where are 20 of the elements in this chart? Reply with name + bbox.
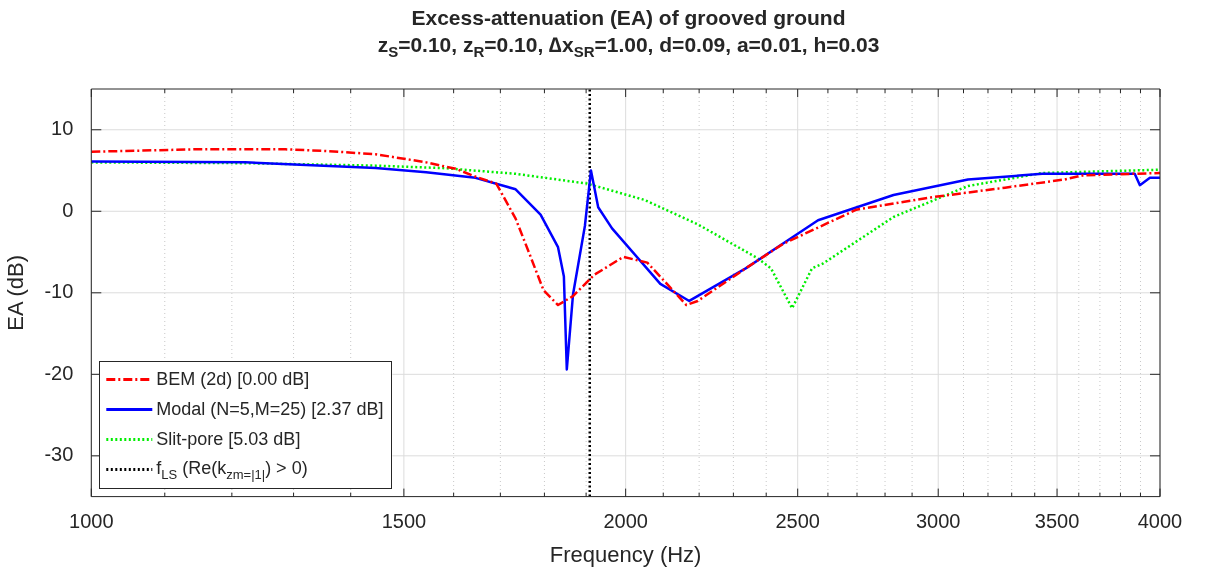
x-tick-label: 3000 bbox=[915, 510, 961, 533]
x-tick-label: 1000 bbox=[69, 510, 114, 533]
x-tick-label: 2500 bbox=[775, 510, 820, 533]
chart-title: Excess-attenuation (EA) of grooved ground bbox=[410, 5, 847, 31]
y-tick-label: -30 bbox=[44, 443, 74, 466]
chart-subtitle: z$_{S}$=0.10, z$_{R}$=0.10, ∆x$_{SR}$=1.00, d=0.09, a=0.01, h=0.03 bbox=[376, 32, 881, 63]
x-tick-label: 2000 bbox=[603, 510, 648, 533]
legend-label: Modal (N=5,M=25) [2.37 dB] bbox=[156, 399, 384, 421]
x-tick-label: 4000 bbox=[1137, 510, 1183, 533]
y-tick-label: -10 bbox=[44, 280, 74, 303]
legend-label: BEM (2d) [0.00 dB] bbox=[156, 369, 310, 391]
x-tick-label: 1500 bbox=[381, 510, 427, 533]
y-tick-label: 0 bbox=[62, 198, 74, 221]
x-tick-label: 3500 bbox=[1034, 510, 1080, 533]
x-axis-title: Frequency (Hz) bbox=[549, 541, 702, 567]
y-tick-label: -20 bbox=[44, 361, 74, 384]
y-axis-title: EA (dB) bbox=[3, 254, 29, 331]
legend-label: Slit-pore [5.03 dB] bbox=[156, 429, 301, 451]
legend-label: f$_{LS}$ (Re(k$_{zm=|1|}$) > 0) bbox=[156, 457, 308, 482]
y-tick-label: 10 bbox=[51, 117, 74, 140]
